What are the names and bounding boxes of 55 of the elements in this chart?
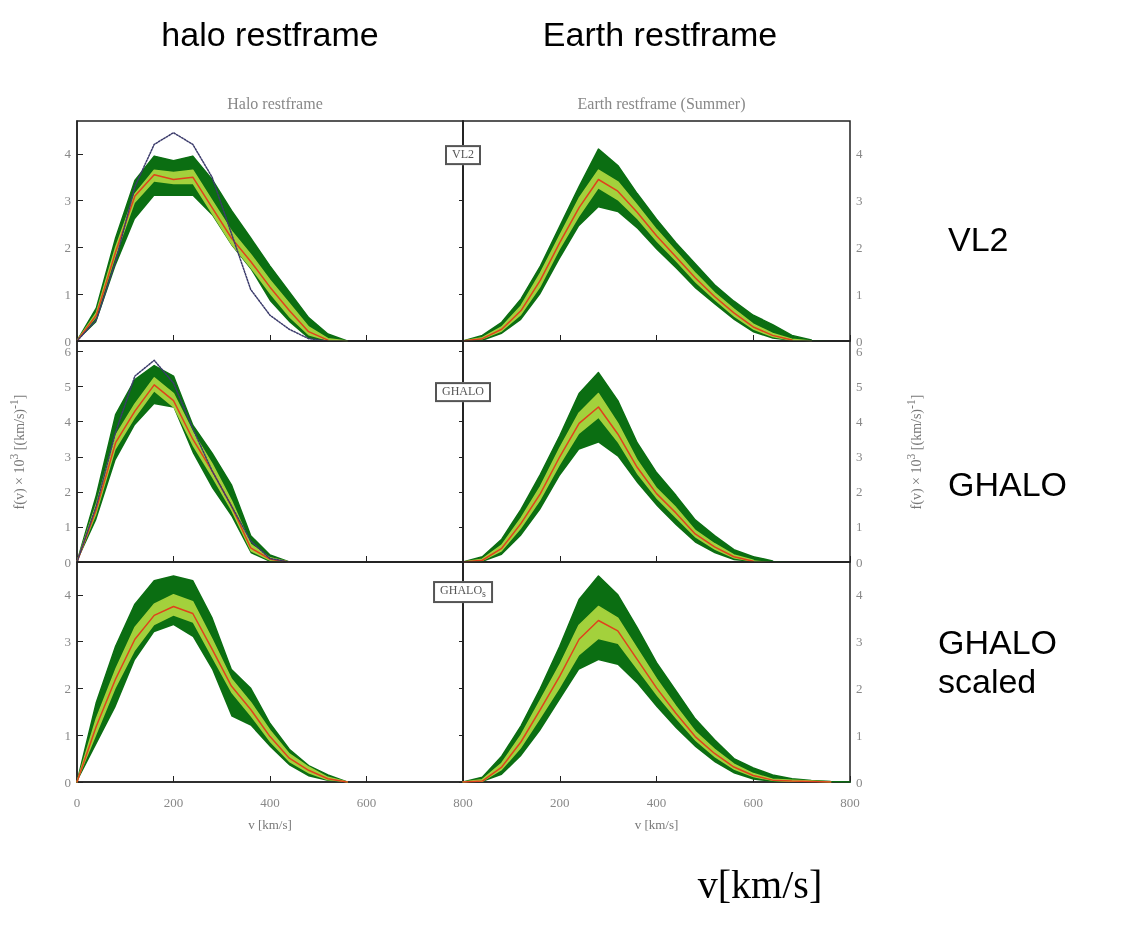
- y-tick-label: 0: [856, 554, 863, 570]
- y-tick-label: 0: [64, 774, 71, 790]
- text: halo restframe: [161, 15, 379, 55]
- annotation: VL2: [445, 145, 481, 165]
- y-tick-label: 1: [64, 727, 71, 743]
- x-tick-label: 800: [840, 795, 860, 810]
- line-series: [76, 174, 329, 342]
- x-axis-title: v [km/s]: [634, 817, 679, 832]
- x-tick-label: 600: [743, 795, 763, 810]
- y-tick-label: 1: [856, 727, 863, 743]
- chart-title: Halo restframe: [227, 94, 323, 112]
- x-tick-label: 200: [163, 795, 184, 810]
- y-tick-label: 2: [64, 239, 71, 255]
- y-tick-label: 2: [856, 680, 863, 696]
- x-tick-label: 600: [356, 795, 377, 810]
- line-series: [76, 605, 348, 783]
- y-tick-label: 4: [856, 146, 863, 162]
- y-tick-label: 4: [856, 414, 863, 430]
- text: v[km/s]: [697, 862, 823, 908]
- y-tick-label: 2: [856, 484, 863, 500]
- annotation: GHALO$_{s}$: [433, 581, 493, 603]
- x-tick-label: 800: [453, 795, 473, 810]
- y-tick-label: 0: [64, 554, 71, 570]
- y-tick-label: 3: [64, 193, 71, 209]
- y-tick-label: 3: [856, 634, 863, 650]
- y-tick-label: 3: [856, 193, 863, 209]
- x-axis-title: v [km/s]: [248, 817, 292, 832]
- y-tick-label: 3: [64, 449, 71, 465]
- y-tick-label: 1: [856, 519, 863, 535]
- annotation: GHALO: [435, 382, 491, 402]
- text: GHALO: [948, 465, 1069, 505]
- y-tick-label: 2: [64, 484, 71, 500]
- y-tick-label: 5: [856, 379, 863, 395]
- y-tick-label: 4: [64, 146, 72, 162]
- y-tick-label: 0: [64, 333, 71, 349]
- y-tick-label: 2: [64, 680, 71, 696]
- text: VL2: [948, 220, 1010, 260]
- y-tick-label: 4: [64, 414, 72, 430]
- y-tick-label: 1: [64, 286, 71, 302]
- text: GHALO scaled: [938, 622, 1059, 702]
- y-tick-label: 0: [856, 333, 863, 349]
- x-tick-label: 400: [646, 795, 667, 810]
- y-tick-label: 0: [856, 774, 863, 790]
- x-tick-label: 400: [260, 795, 280, 810]
- y-tick-label: 3: [64, 634, 71, 650]
- y-tick-label: 1: [856, 286, 863, 302]
- x-tick-label: 200: [550, 795, 570, 810]
- y-tick-label: 4: [856, 587, 863, 603]
- y-tick-label: 3: [856, 449, 863, 465]
- y-tick-label: 2: [856, 239, 863, 255]
- y-tick-label: 5: [64, 379, 71, 395]
- chart-title: Earth restframe (Summer): [577, 94, 746, 113]
- y-tick-label: 4: [64, 587, 72, 603]
- y-tick-label: 1: [64, 519, 71, 535]
- text: Earth restframe: [542, 15, 778, 55]
